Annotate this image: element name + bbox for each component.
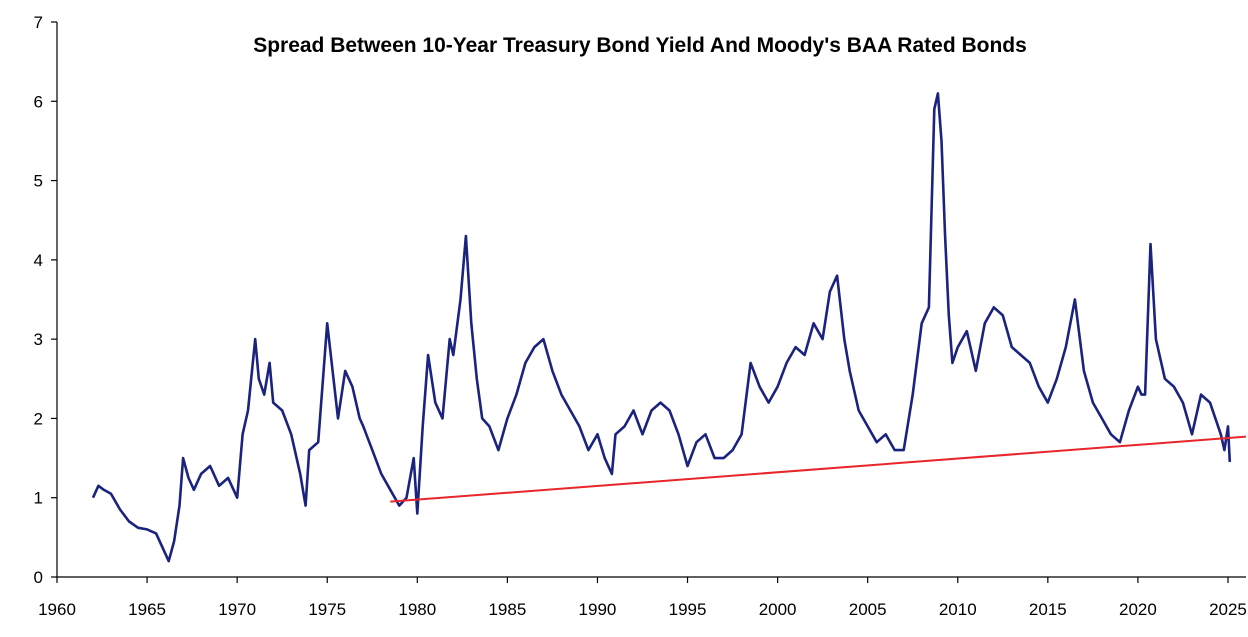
x-tick-label: 2015 bbox=[1029, 600, 1067, 619]
y-tick-label: 6 bbox=[34, 92, 43, 111]
chart-title: Spread Between 10-Year Treasury Bond Yie… bbox=[253, 34, 1027, 57]
spread-series-line bbox=[91, 92, 1232, 563]
x-axis-ticks: 1960 1965 1970 1975 1980 1985 1990 1995 2000 2005… bbox=[38, 577, 1247, 619]
trend-line bbox=[390, 435, 1247, 503]
y-tick-label: 0 bbox=[34, 568, 43, 587]
x-tick-label: 2025 bbox=[1209, 600, 1247, 619]
y-tick-label: 1 bbox=[34, 489, 43, 508]
x-tick-label: 1985 bbox=[488, 600, 526, 619]
x-tick-label: 1980 bbox=[398, 600, 436, 619]
y-tick-label: 4 bbox=[34, 251, 43, 270]
y-tick-label: 2 bbox=[34, 409, 43, 428]
x-tick-label: 1960 bbox=[38, 600, 76, 619]
x-tick-label: 1995 bbox=[669, 600, 707, 619]
x-tick-label: 1975 bbox=[308, 600, 346, 619]
x-tick-label: 1990 bbox=[579, 600, 617, 619]
x-tick-label: 2005 bbox=[849, 600, 887, 619]
y-tick-label: 3 bbox=[34, 330, 43, 349]
series-group bbox=[91, 92, 1247, 563]
y-tick-label: 7 bbox=[34, 13, 43, 32]
y-tick-label: 5 bbox=[34, 172, 43, 191]
x-tick-label: 1970 bbox=[218, 600, 256, 619]
y-axis-ticks: 0 1 2 3 4 5 6 7 bbox=[34, 13, 57, 587]
x-tick-label: 1965 bbox=[128, 600, 166, 619]
x-tick-label: 2010 bbox=[939, 600, 977, 619]
x-tick-label: 2000 bbox=[759, 600, 797, 619]
x-tick-label: 2020 bbox=[1119, 600, 1157, 619]
